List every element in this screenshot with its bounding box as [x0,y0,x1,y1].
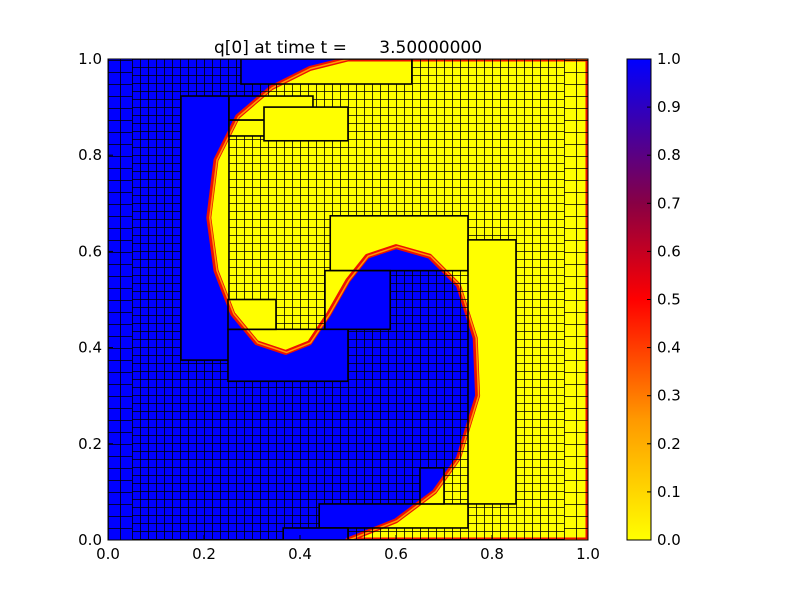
x-axis: 0.0 0.2 0.4 0.6 0.8 1.0 [96,535,600,563]
colorbar-tick-label: 0.6 [657,242,681,260]
amr-patch [420,467,444,504]
y-axis: 0.0 0.2 0.4 0.6 0.8 1.0 [78,50,113,549]
amr-patch [283,527,349,540]
amr-patches [180,59,517,540]
amr-patch-border [467,239,517,505]
y-tick-label: 0.8 [78,146,102,164]
amr-patch [264,107,348,141]
amr-patch-border [180,95,230,361]
y-tick-label: 0.0 [78,531,102,549]
spiral-region [206,128,229,311]
spiral-region [324,270,391,330]
spiral-region [228,120,271,136]
amr-patch-border [324,269,392,331]
colorbar-tick-label: 0.0 [657,531,681,549]
colorbar-tick-label: 0.5 [657,291,681,309]
amr-patch [240,59,412,85]
amr-patch [180,96,229,361]
spiral-region [468,239,516,504]
amr-patch [468,239,516,504]
y-tick-label: 0.4 [78,339,102,357]
x-tick-label: 0.2 [192,545,216,563]
amr-patch-border [240,59,413,85]
y-tick-label: 1.0 [78,50,102,68]
spiral-region [264,107,348,141]
y-tick-label: 0.6 [78,242,102,260]
amr-patch [324,270,391,330]
plot-area [108,59,588,540]
x-tick-label: 0.6 [384,545,408,563]
x-tick-label: 0.0 [96,545,120,563]
y-tick-label: 0.2 [78,435,102,453]
spiral-region [420,467,444,504]
amr-patch [319,503,469,528]
spiral-edge [228,120,238,136]
colorbar-tick-label: 0.3 [657,387,681,405]
spiral-region [242,329,348,382]
amr-patch [228,299,276,330]
x-tick-label: 0.4 [288,545,312,563]
colorbar-tick-label: 1.0 [657,50,681,68]
colorbar-tick-label: 0.7 [657,194,681,212]
spiral-region [273,59,412,85]
plot-frame [107,58,589,541]
coarse-grid-right [564,59,588,540]
colorbar [626,58,652,541]
amr-patch-border [263,106,349,142]
amr-patch-border [419,467,445,505]
colorbar-tick-label: 0.8 [657,146,681,164]
spiral-edge [324,270,358,323]
spiral-region [371,503,469,528]
amr-patch-border [227,328,349,383]
colorbar-tick-label: 0.1 [657,483,681,501]
amr-patch [228,329,348,382]
spiral-region [330,215,468,271]
chart-title: q[0] at time t = 3.50000000 [214,38,482,58]
x-tick-label: 0.8 [480,545,504,563]
spiral-edge [420,478,444,504]
amr-patch [330,215,468,271]
colorbar-tick-label: 0.9 [657,98,681,116]
colorbar-axis: 0.0 0.1 0.2 0.3 0.4 0.5 0.6 0.7 0.8 0.9 1.0 [647,50,681,549]
amr-patch [228,120,271,136]
amr-patch-border [318,503,469,529]
colorbar-tick-label: 0.4 [657,339,681,357]
coarse-grid-left [108,59,132,540]
amr-patch-border [227,298,277,331]
field-background [283,527,349,540]
colorbar-tick-label: 0.2 [657,435,681,453]
x-tick-label: 1.0 [576,545,600,563]
